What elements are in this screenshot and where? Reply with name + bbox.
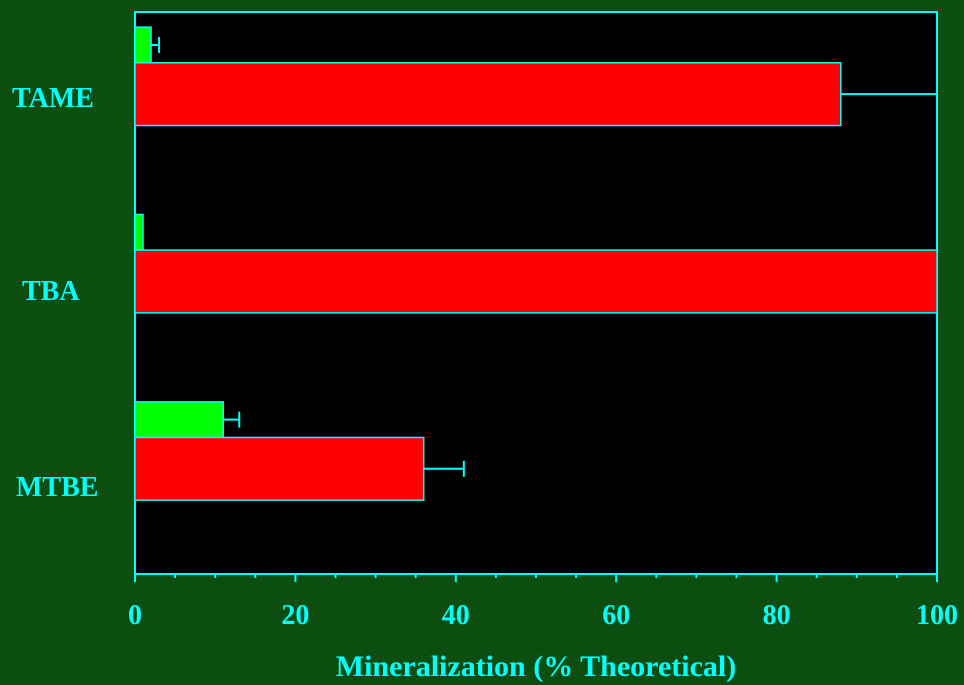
category-labels: TAME TBA MTBE (12, 83, 98, 503)
bars-layer (134, 26, 938, 501)
x-tick-label: 20 (281, 600, 309, 631)
x-tick-label: 60 (602, 600, 630, 631)
bar-mtbe-green (134, 401, 224, 439)
x-axis-ticks: 0 20 40 60 80 100 (128, 573, 958, 631)
x-tick-label: 100 (916, 600, 958, 631)
category-label-tame: TAME (12, 83, 94, 114)
x-axis-title: Mineralization (% Theoretical) (336, 650, 736, 683)
x-tick-label: 0 (128, 600, 142, 631)
x-tick-label: 40 (442, 600, 470, 631)
bar-tba-green (134, 213, 144, 251)
bar-mtbe-red (134, 436, 425, 501)
category-label-mtbe: MTBE (16, 472, 98, 503)
bar-tame-red (134, 62, 842, 127)
bar-tba-red (134, 249, 938, 314)
bar-tame-green (134, 26, 152, 64)
category-label-tba: TBA (22, 276, 80, 307)
x-tick-label: 80 (763, 600, 791, 631)
